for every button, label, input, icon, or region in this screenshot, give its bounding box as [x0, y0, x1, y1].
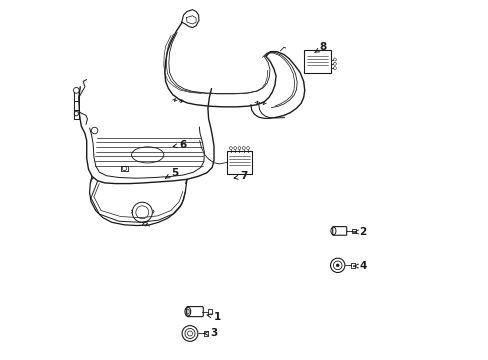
Text: 8: 8	[314, 42, 326, 53]
Text: 3: 3	[204, 328, 217, 338]
Text: 1: 1	[207, 312, 221, 322]
Text: 5: 5	[165, 168, 178, 178]
Text: 6: 6	[173, 140, 186, 150]
Text: 4: 4	[353, 261, 366, 271]
Circle shape	[336, 264, 339, 267]
Text: 2: 2	[353, 227, 366, 237]
Text: 7: 7	[234, 171, 247, 181]
